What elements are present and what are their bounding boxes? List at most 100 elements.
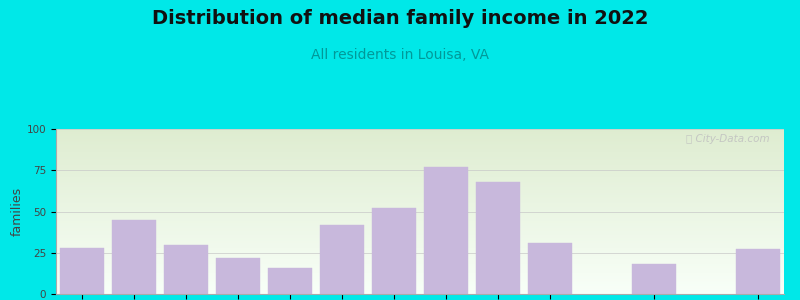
Bar bbox=[56, 149, 784, 150]
Bar bbox=[56, 283, 784, 284]
Bar bbox=[56, 216, 784, 218]
Bar bbox=[56, 177, 784, 178]
Bar bbox=[56, 248, 784, 249]
Bar bbox=[56, 213, 784, 215]
Bar bbox=[56, 235, 784, 236]
Bar bbox=[56, 146, 784, 147]
Bar bbox=[56, 292, 784, 294]
Bar bbox=[56, 272, 784, 274]
Bar bbox=[56, 175, 784, 177]
Bar bbox=[56, 193, 784, 195]
Bar bbox=[56, 165, 784, 167]
Bar bbox=[56, 134, 784, 136]
Bar bbox=[56, 210, 784, 212]
Bar bbox=[56, 164, 784, 165]
Bar bbox=[56, 228, 784, 230]
Bar bbox=[56, 140, 784, 142]
Bar bbox=[56, 187, 784, 188]
Bar bbox=[56, 271, 784, 272]
Bar bbox=[56, 286, 784, 287]
Bar bbox=[320, 225, 364, 294]
Bar bbox=[56, 137, 784, 139]
Bar bbox=[56, 147, 784, 149]
Bar bbox=[56, 238, 784, 239]
Bar bbox=[736, 249, 780, 294]
Bar bbox=[56, 246, 784, 248]
Bar bbox=[56, 169, 784, 170]
Bar bbox=[56, 178, 784, 180]
Bar bbox=[56, 185, 784, 187]
Bar bbox=[56, 197, 784, 198]
Bar bbox=[56, 254, 784, 256]
Bar bbox=[56, 136, 784, 137]
Bar bbox=[56, 159, 784, 160]
Bar bbox=[56, 139, 784, 140]
Bar bbox=[56, 218, 784, 220]
Bar bbox=[56, 157, 784, 159]
Bar bbox=[56, 173, 784, 175]
Bar bbox=[56, 132, 784, 134]
Bar bbox=[56, 236, 784, 238]
Bar bbox=[56, 274, 784, 276]
Bar bbox=[60, 248, 104, 294]
Bar bbox=[56, 206, 784, 208]
Bar bbox=[56, 225, 784, 226]
Bar bbox=[56, 243, 784, 244]
Bar bbox=[216, 258, 260, 294]
Bar bbox=[56, 261, 784, 263]
Bar bbox=[56, 154, 784, 155]
Bar bbox=[372, 208, 416, 294]
Bar bbox=[56, 130, 784, 132]
Bar bbox=[56, 200, 784, 202]
Bar bbox=[56, 182, 784, 183]
Bar bbox=[56, 208, 784, 210]
Bar bbox=[56, 212, 784, 213]
Bar bbox=[424, 167, 468, 294]
Bar bbox=[56, 249, 784, 251]
Bar bbox=[56, 284, 784, 286]
Bar bbox=[56, 220, 784, 221]
Bar bbox=[528, 243, 572, 294]
Bar bbox=[56, 198, 784, 200]
Text: ⓘ City-Data.com: ⓘ City-Data.com bbox=[686, 134, 770, 144]
Bar bbox=[56, 263, 784, 264]
Bar bbox=[56, 233, 784, 235]
Bar bbox=[56, 195, 784, 197]
Bar bbox=[56, 264, 784, 266]
Bar bbox=[56, 172, 784, 173]
Bar bbox=[56, 150, 784, 152]
Bar bbox=[56, 205, 784, 206]
Bar bbox=[56, 183, 784, 185]
Bar bbox=[56, 226, 784, 228]
Bar bbox=[112, 220, 156, 294]
Bar bbox=[56, 152, 784, 154]
Bar bbox=[56, 155, 784, 157]
Text: All residents in Louisa, VA: All residents in Louisa, VA bbox=[311, 48, 489, 62]
Bar bbox=[56, 281, 784, 283]
Bar bbox=[56, 269, 784, 271]
Bar bbox=[56, 278, 784, 279]
Bar bbox=[56, 230, 784, 231]
Bar bbox=[56, 291, 784, 292]
Bar bbox=[56, 268, 784, 269]
Bar bbox=[56, 223, 784, 225]
Bar bbox=[56, 231, 784, 233]
Bar bbox=[56, 253, 784, 254]
Bar bbox=[56, 266, 784, 268]
Text: Distribution of median family income in 2022: Distribution of median family income in … bbox=[152, 9, 648, 28]
Bar bbox=[56, 167, 784, 169]
Bar bbox=[476, 182, 520, 294]
Bar bbox=[56, 170, 784, 172]
Bar bbox=[56, 287, 784, 289]
Bar bbox=[56, 279, 784, 281]
Bar bbox=[632, 264, 676, 294]
Bar bbox=[56, 142, 784, 144]
Bar bbox=[56, 203, 784, 205]
Bar bbox=[56, 202, 784, 203]
Bar bbox=[56, 239, 784, 241]
Bar bbox=[56, 276, 784, 278]
Bar bbox=[268, 268, 312, 294]
Bar bbox=[56, 144, 784, 146]
Bar bbox=[56, 215, 784, 216]
Bar bbox=[56, 129, 784, 130]
